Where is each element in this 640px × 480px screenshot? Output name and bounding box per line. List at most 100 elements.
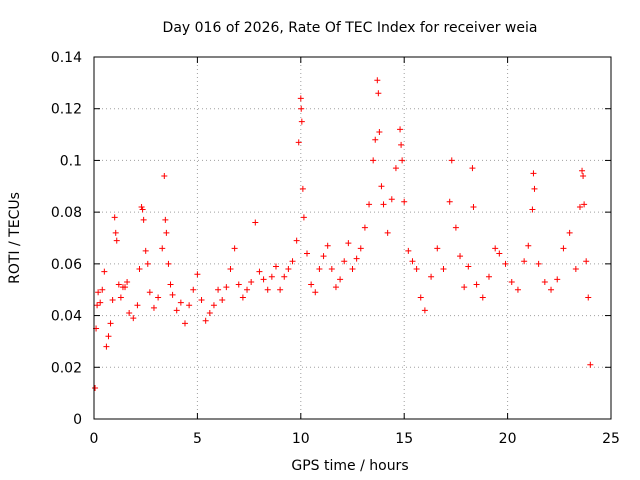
y-tick-label: 0.02 — [51, 360, 82, 376]
data-point — [202, 317, 209, 324]
data-point — [440, 266, 447, 273]
data-point — [219, 297, 226, 304]
data-point — [585, 294, 592, 301]
data-point — [186, 302, 193, 309]
data-point — [572, 266, 579, 273]
data-point — [473, 281, 480, 288]
data-point — [112, 229, 119, 236]
data-point — [397, 126, 404, 133]
data-point — [122, 284, 129, 291]
data-point — [560, 245, 567, 252]
data-point — [124, 278, 131, 285]
data-point — [113, 237, 120, 244]
data-point — [140, 216, 147, 223]
data-point — [136, 266, 143, 273]
y-axis-label: ROTI / TECUs — [7, 192, 23, 284]
y-tick-label: 0.04 — [51, 309, 82, 325]
data-point — [295, 139, 302, 146]
data-point — [421, 307, 428, 314]
data-point — [92, 384, 99, 391]
data-point — [461, 284, 468, 291]
data-point — [405, 247, 412, 254]
data-point — [126, 309, 133, 316]
data-point — [579, 167, 586, 174]
data-point — [401, 198, 408, 205]
data-point — [409, 258, 416, 265]
data-point — [289, 258, 296, 265]
data-point — [298, 118, 305, 125]
data-point — [173, 307, 180, 314]
data-point — [150, 304, 157, 311]
data-point — [392, 165, 399, 172]
data-point — [529, 206, 536, 213]
data-point — [580, 172, 587, 179]
data-point — [272, 263, 279, 270]
x-tick-label: 10 — [292, 431, 310, 447]
data-point — [448, 157, 455, 164]
data-point — [541, 278, 548, 285]
data-point — [375, 90, 382, 97]
y-tick-label: 0.12 — [51, 102, 82, 118]
data-point — [469, 165, 476, 172]
data-point — [587, 361, 594, 368]
data-point — [353, 255, 360, 262]
y-tick-label: 0 — [73, 412, 82, 428]
plot-frame — [93, 56, 612, 420]
data-point — [372, 136, 379, 143]
data-point — [576, 203, 583, 210]
data-point — [115, 281, 122, 288]
data-point — [374, 77, 381, 84]
data-point — [312, 289, 319, 296]
chart-title: Day 016 of 2026, Rate Of TEC Index for r… — [163, 20, 538, 36]
data-point — [496, 250, 503, 257]
data-point — [155, 294, 162, 301]
data-point — [281, 273, 288, 280]
data-point — [252, 219, 259, 226]
data-point — [268, 273, 275, 280]
data-point — [94, 302, 101, 309]
data-point — [398, 141, 405, 148]
data-point — [361, 224, 368, 231]
data-point — [159, 245, 166, 252]
data-point — [357, 245, 364, 252]
y-tick-label: 0.06 — [51, 257, 82, 273]
data-point — [457, 253, 464, 260]
grid-lines — [94, 57, 611, 419]
data-point — [103, 343, 110, 350]
data-point — [508, 278, 515, 285]
data-point — [417, 294, 424, 301]
data-point — [264, 286, 271, 293]
data-point — [535, 260, 542, 267]
data-point — [177, 299, 184, 306]
data-point — [181, 320, 188, 327]
data-point — [117, 294, 124, 301]
data-point — [345, 240, 352, 247]
data-point — [256, 268, 263, 275]
data-point — [502, 260, 509, 267]
data-point — [260, 276, 267, 283]
data-point — [388, 196, 395, 203]
data-point — [428, 273, 435, 280]
data-point — [210, 302, 217, 309]
data-point — [227, 266, 234, 273]
data-point — [465, 263, 472, 270]
data-point — [566, 229, 573, 236]
data-point — [316, 266, 323, 273]
data-point — [223, 284, 230, 291]
data-point — [376, 128, 383, 135]
data-point — [332, 284, 339, 291]
data-point — [107, 320, 114, 327]
data-point — [162, 216, 169, 223]
data-point — [101, 268, 108, 275]
data-point — [384, 229, 391, 236]
data-point — [399, 157, 406, 164]
data-point — [239, 294, 246, 301]
data-points — [92, 77, 594, 391]
data-point — [521, 258, 528, 265]
data-point — [492, 245, 499, 252]
data-point — [531, 185, 538, 192]
x-tick-label: 25 — [602, 431, 620, 447]
data-point — [111, 214, 118, 221]
axis-ticks: 0 5 10 15 20 25 0 0.02 0.04 0.06 0.08 0.1 0.12 0.14 — [51, 50, 620, 447]
